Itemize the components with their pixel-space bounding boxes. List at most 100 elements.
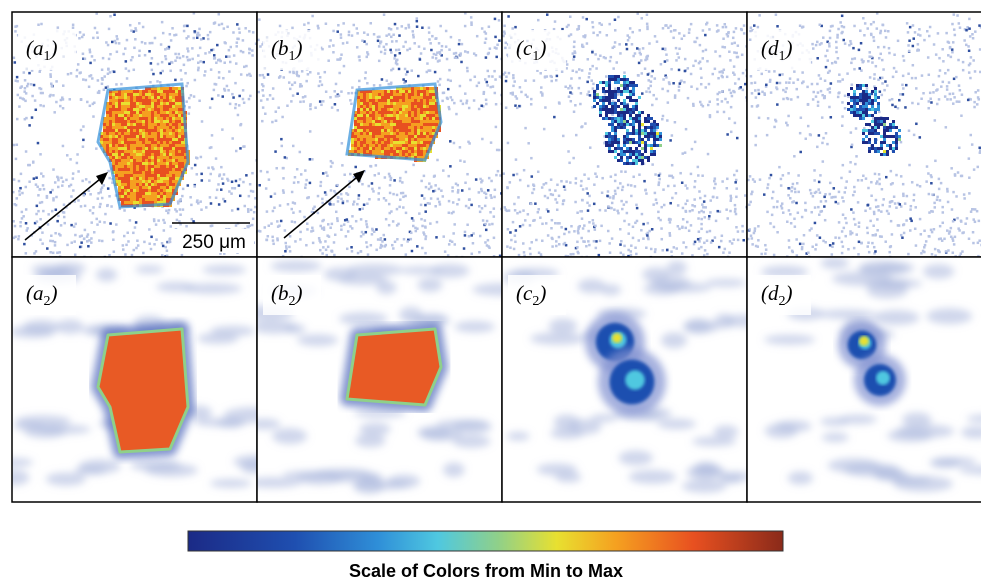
signal xyxy=(656,123,659,126)
signal xyxy=(157,105,160,108)
signal xyxy=(160,183,163,186)
noise xyxy=(842,200,845,203)
signal xyxy=(387,99,390,102)
noise xyxy=(599,209,602,212)
signal xyxy=(390,114,393,117)
signal xyxy=(360,144,363,147)
noise xyxy=(31,116,33,119)
signal xyxy=(160,123,163,126)
signal xyxy=(357,102,360,105)
signal xyxy=(121,174,124,177)
noise xyxy=(159,81,162,84)
signal xyxy=(360,141,363,144)
signal xyxy=(417,102,420,105)
noise xyxy=(589,146,592,149)
signal xyxy=(381,93,384,96)
noise xyxy=(583,240,586,243)
signal xyxy=(139,174,142,177)
signal xyxy=(432,99,435,102)
noise xyxy=(678,85,681,88)
signal xyxy=(154,144,157,147)
signal xyxy=(130,117,133,120)
noise xyxy=(684,58,687,61)
noise xyxy=(776,103,779,106)
signal xyxy=(157,132,160,135)
noise xyxy=(126,39,129,42)
signal xyxy=(605,90,608,93)
noise xyxy=(823,196,826,199)
signal xyxy=(608,138,611,141)
noise xyxy=(216,44,219,47)
noise xyxy=(742,239,745,242)
noise xyxy=(484,205,487,208)
signal xyxy=(178,105,181,108)
noise xyxy=(480,105,483,108)
signal xyxy=(139,171,142,174)
noise xyxy=(226,85,229,88)
signal xyxy=(608,90,611,93)
signal xyxy=(112,120,115,123)
noise xyxy=(242,98,245,101)
signal xyxy=(635,84,638,87)
noise xyxy=(132,232,135,235)
noise xyxy=(458,39,461,42)
signal xyxy=(139,135,142,138)
signal xyxy=(106,111,109,114)
signal xyxy=(124,90,127,93)
noise xyxy=(366,82,369,85)
noise xyxy=(486,244,489,247)
noise xyxy=(203,74,206,77)
signal xyxy=(623,90,626,93)
noise xyxy=(452,201,455,204)
signal xyxy=(136,189,139,192)
noise xyxy=(356,203,359,206)
noise xyxy=(855,127,858,130)
signal xyxy=(408,141,411,144)
noise xyxy=(677,204,680,207)
noise xyxy=(30,83,33,86)
signal xyxy=(157,189,160,192)
signal xyxy=(378,138,381,141)
noise xyxy=(332,30,335,33)
noise xyxy=(706,239,709,242)
signal xyxy=(115,117,118,120)
noise xyxy=(234,107,237,110)
noise xyxy=(270,195,273,198)
noise xyxy=(211,134,214,137)
noise xyxy=(215,62,218,65)
noise xyxy=(573,55,576,58)
noise xyxy=(619,52,622,55)
noise xyxy=(322,172,325,175)
signal xyxy=(109,135,112,138)
signal xyxy=(154,165,157,168)
noise xyxy=(248,98,251,101)
noise xyxy=(62,145,65,148)
noise xyxy=(254,206,257,209)
noise xyxy=(377,198,380,201)
signal xyxy=(133,162,136,165)
signal xyxy=(157,99,160,102)
signal xyxy=(381,150,384,153)
noise xyxy=(87,233,90,236)
noise xyxy=(258,18,261,21)
noise xyxy=(428,27,431,30)
signal xyxy=(369,99,372,102)
signal xyxy=(151,141,154,144)
noise xyxy=(449,165,452,168)
signal xyxy=(384,99,387,102)
noise xyxy=(259,45,262,48)
noise xyxy=(164,48,167,51)
noise xyxy=(485,99,488,102)
signal xyxy=(118,138,121,141)
signal xyxy=(103,138,106,141)
noise xyxy=(231,137,234,140)
signal xyxy=(127,189,130,192)
noise xyxy=(373,84,376,87)
signal xyxy=(414,135,417,138)
signal xyxy=(154,198,157,201)
noise xyxy=(176,56,179,59)
signal xyxy=(133,186,136,189)
signal xyxy=(157,126,160,129)
noise xyxy=(306,222,309,225)
noise xyxy=(709,211,712,214)
